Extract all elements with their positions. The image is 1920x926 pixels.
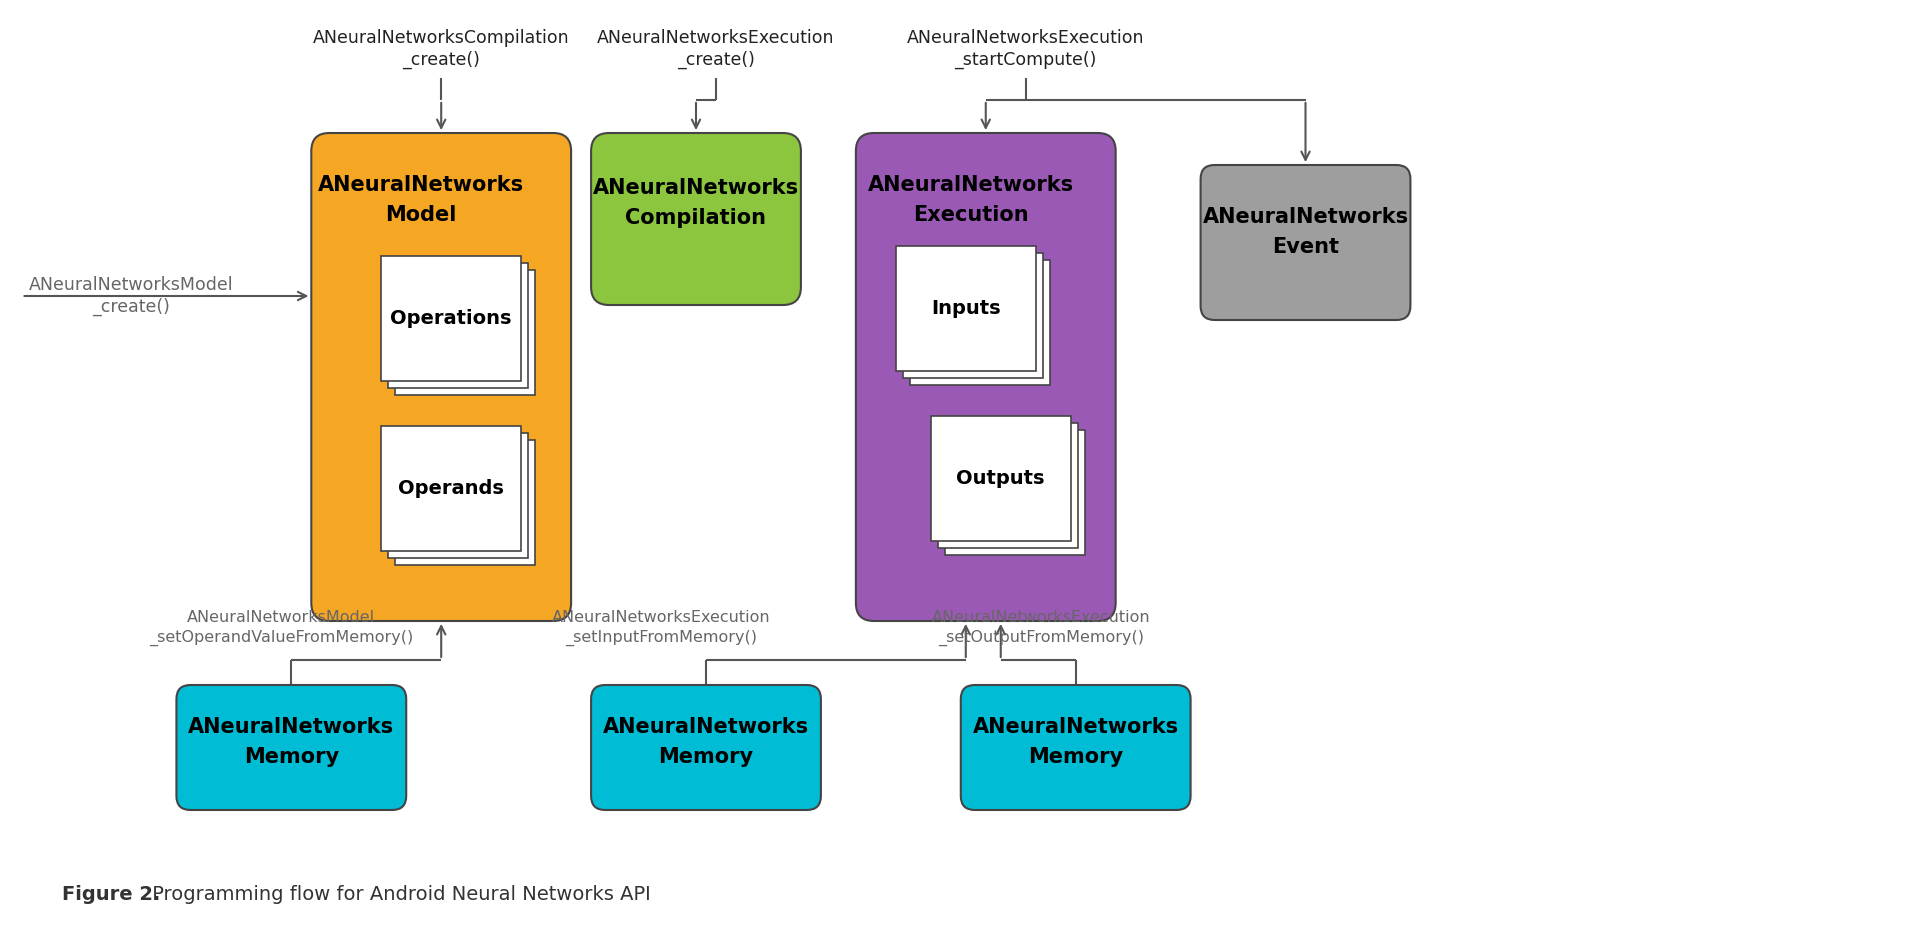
FancyBboxPatch shape [1200, 165, 1411, 320]
Text: Compilation: Compilation [626, 208, 766, 228]
Text: ANeuralNetworksExecution: ANeuralNetworksExecution [597, 29, 835, 47]
Text: Model: Model [386, 205, 457, 225]
Text: ANeuralNetworks: ANeuralNetworks [188, 717, 394, 737]
FancyBboxPatch shape [396, 269, 536, 394]
Text: Inputs: Inputs [931, 298, 1000, 318]
Text: ANeuralNetworksExecution: ANeuralNetworksExecution [551, 610, 770, 625]
Text: Event: Event [1273, 237, 1338, 257]
FancyBboxPatch shape [388, 262, 528, 387]
FancyBboxPatch shape [396, 440, 536, 565]
FancyBboxPatch shape [177, 685, 407, 810]
FancyBboxPatch shape [382, 426, 520, 550]
Text: ANeuralNetworksCompilation: ANeuralNetworksCompilation [313, 29, 570, 47]
FancyBboxPatch shape [910, 259, 1050, 384]
Text: Outputs: Outputs [956, 469, 1044, 487]
FancyBboxPatch shape [591, 685, 822, 810]
Text: Operands: Operands [397, 479, 505, 497]
FancyBboxPatch shape [902, 253, 1043, 378]
Text: Memory: Memory [1027, 747, 1123, 767]
Text: ANeuralNetworks: ANeuralNetworks [868, 175, 1073, 195]
Text: _setInputFromMemory(): _setInputFromMemory() [564, 630, 756, 646]
FancyBboxPatch shape [388, 432, 528, 557]
Text: _setOperandValueFromMemory(): _setOperandValueFromMemory() [150, 630, 413, 646]
FancyBboxPatch shape [960, 685, 1190, 810]
FancyBboxPatch shape [591, 133, 801, 305]
Text: ANeuralNetworksModel: ANeuralNetworksModel [29, 276, 234, 294]
Text: Memory: Memory [244, 747, 340, 767]
Text: ANeuralNetworksModel: ANeuralNetworksModel [188, 610, 376, 625]
Text: _startCompute(): _startCompute() [954, 51, 1096, 69]
Text: Operations: Operations [390, 308, 513, 328]
Text: Programming flow for Android Neural Networks API: Programming flow for Android Neural Netw… [146, 885, 651, 905]
FancyBboxPatch shape [382, 256, 520, 381]
Text: ANeuralNetworksExecution: ANeuralNetworksExecution [906, 29, 1144, 47]
Text: Figure 2.: Figure 2. [61, 885, 159, 905]
Text: ANeuralNetworks: ANeuralNetworks [603, 717, 808, 737]
Text: ANeuralNetworks: ANeuralNetworks [973, 717, 1179, 737]
Text: _create(): _create() [678, 51, 755, 69]
Text: _create(): _create() [403, 51, 480, 69]
FancyBboxPatch shape [856, 133, 1116, 621]
Text: ANeuralNetworks: ANeuralNetworks [1202, 207, 1409, 227]
FancyBboxPatch shape [897, 245, 1035, 370]
FancyBboxPatch shape [311, 133, 570, 621]
Text: ANeuralNetworks: ANeuralNetworks [319, 175, 524, 195]
FancyBboxPatch shape [931, 416, 1071, 541]
FancyBboxPatch shape [937, 422, 1077, 547]
Text: _create(): _create() [92, 298, 171, 316]
Text: ANeuralNetworks: ANeuralNetworks [593, 178, 799, 198]
FancyBboxPatch shape [945, 430, 1085, 555]
Text: Memory: Memory [659, 747, 753, 767]
Text: _setOutputFromMemory(): _setOutputFromMemory() [937, 630, 1144, 646]
Text: Execution: Execution [914, 205, 1029, 225]
Text: ANeuralNetworksExecution: ANeuralNetworksExecution [931, 610, 1150, 625]
